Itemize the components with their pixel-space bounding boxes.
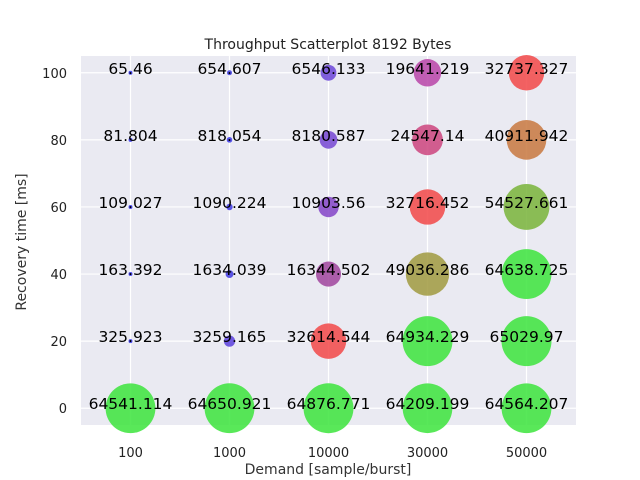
x-axis-label: Demand [sample/burst] xyxy=(245,462,412,478)
point-value-label: 64934.229 xyxy=(386,328,470,346)
x-tick-labels: 100 1000 10000 30000 50000 xyxy=(118,446,547,461)
point-value-label: 1090.224 xyxy=(193,194,267,212)
point-value-label: 24547.14 xyxy=(391,127,465,145)
scatter-point xyxy=(320,64,337,81)
scatter-point xyxy=(128,339,133,344)
point-value-label: 818.054 xyxy=(197,127,261,145)
x-tick-label: 50000 xyxy=(506,446,547,461)
point-value-label: 65.46 xyxy=(108,60,152,78)
scatter-point xyxy=(225,270,234,279)
point-value-label: 8180.587 xyxy=(292,127,366,145)
scatter-point xyxy=(204,383,255,434)
x-tick-label: 1000 xyxy=(213,446,246,461)
point-value-label: 32737.327 xyxy=(485,60,569,78)
scatter-point xyxy=(318,196,339,218)
point-value-label: 32614.544 xyxy=(287,328,371,346)
scatter-point xyxy=(501,383,552,434)
scatter-point xyxy=(412,124,443,156)
scatter-point xyxy=(501,249,552,299)
point-value-label: 64209.199 xyxy=(386,395,470,413)
scatter-point xyxy=(402,316,453,367)
y-tick-label: 80 xyxy=(50,134,67,149)
scatter-point xyxy=(402,383,453,434)
scatter-point xyxy=(501,316,552,367)
scatter-point xyxy=(409,189,446,225)
point-value-label: 40911.942 xyxy=(485,127,569,145)
y-tick-label: 0 xyxy=(59,402,67,417)
scatter-point xyxy=(128,137,133,142)
y-tick-label: 100 xyxy=(42,67,67,82)
data-points xyxy=(105,55,552,434)
point-value-label: 1634.039 xyxy=(193,261,267,279)
y-tick-label: 20 xyxy=(50,335,67,350)
scatter-point xyxy=(128,70,133,75)
point-value-label: 654.607 xyxy=(197,60,261,78)
scatter-point xyxy=(405,252,450,296)
point-value-label: 109.027 xyxy=(98,194,162,212)
point-value-label: 163.392 xyxy=(98,261,162,279)
point-value-label: 64541.114 xyxy=(89,395,173,413)
x-tick-label: 100 xyxy=(118,446,143,461)
y-axis-label: Recovery time [ms] xyxy=(14,173,30,310)
scatter-point xyxy=(310,323,347,359)
scatter-point xyxy=(508,55,545,91)
scatter-point xyxy=(503,184,550,230)
x-tick-label: 30000 xyxy=(407,446,448,461)
scatter-point xyxy=(226,137,233,143)
point-value-label: 16344.502 xyxy=(287,261,371,279)
scatter-point xyxy=(226,203,233,211)
x-tick-label: 10000 xyxy=(308,446,349,461)
scatter-point xyxy=(128,272,133,277)
point-value-label: 64564.207 xyxy=(485,395,569,413)
y-tick-label: 60 xyxy=(50,201,67,216)
scatter-point xyxy=(319,130,338,149)
scatter-point xyxy=(105,383,156,434)
point-value-label: 54527.661 xyxy=(485,194,569,212)
point-value-label: 65029.97 xyxy=(490,328,564,346)
scatter-point xyxy=(303,383,354,434)
scatter-point xyxy=(226,70,233,76)
point-value-label: 81.804 xyxy=(103,127,157,145)
point-value-label: 325.923 xyxy=(98,328,162,346)
point-value-label: 64876.771 xyxy=(287,395,371,413)
chart-title: Throughput Scatterplot 8192 Bytes xyxy=(204,37,452,53)
point-value-label: 49036.286 xyxy=(386,261,470,279)
point-value-label: 64638.725 xyxy=(485,261,569,279)
scatter-point xyxy=(506,120,547,160)
data-labels: 65.46 654.607 6546.133 19641.219 32737.327 81… xyxy=(89,60,569,413)
point-value-label: 3259.165 xyxy=(193,328,267,346)
y-tick-labels: 0 20 40 60 80 100 xyxy=(42,67,67,417)
point-value-label: 64650.921 xyxy=(188,395,272,413)
point-value-label: 19641.219 xyxy=(386,60,470,78)
point-value-label: 6546.133 xyxy=(292,60,366,78)
scatter-point xyxy=(413,59,442,87)
scatter-point xyxy=(315,261,342,287)
scatter-point xyxy=(128,204,133,209)
scatter-point xyxy=(223,335,236,347)
point-value-label: 10903.56 xyxy=(292,194,366,212)
y-tick-label: 40 xyxy=(50,268,67,283)
point-value-label: 32716.452 xyxy=(386,194,470,212)
